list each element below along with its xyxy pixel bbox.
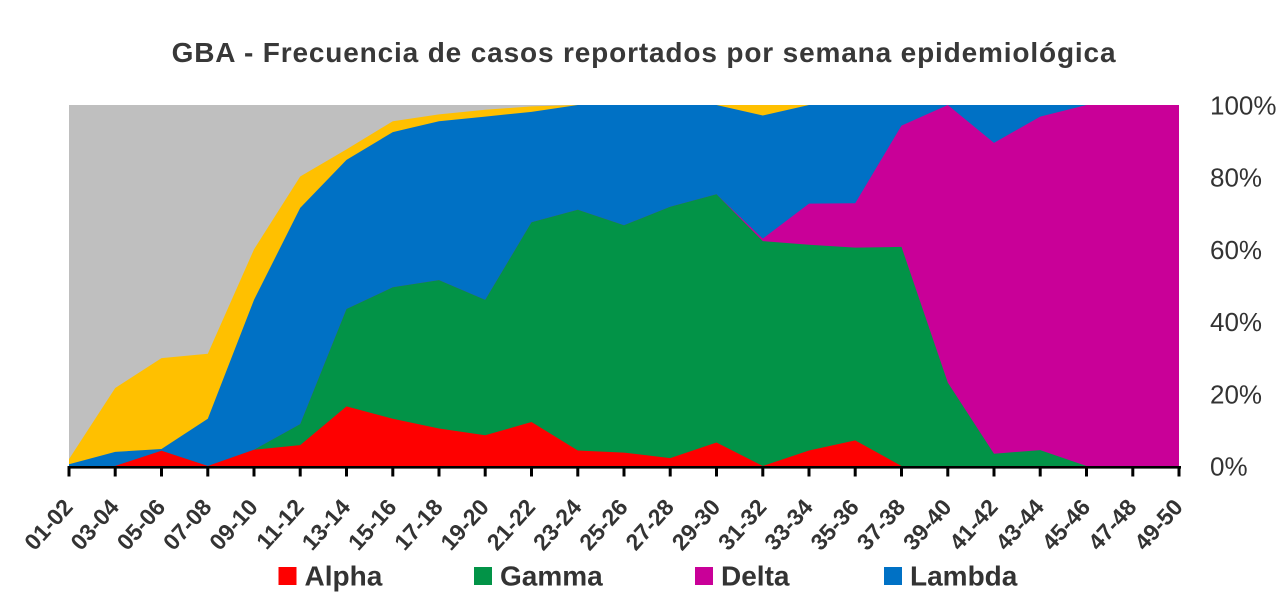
svg-text:05-06: 05-06 — [112, 494, 171, 555]
svg-text:23-24: 23-24 — [528, 494, 587, 555]
svg-text:35-36: 35-36 — [805, 494, 864, 555]
svg-text:27-28: 27-28 — [620, 494, 679, 555]
svg-text:100%: 100% — [1210, 91, 1277, 121]
svg-text:25-26: 25-26 — [574, 494, 633, 555]
svg-text:37-38: 37-38 — [852, 494, 911, 555]
svg-text:09-10: 09-10 — [204, 494, 263, 555]
svg-text:19-20: 19-20 — [435, 494, 494, 555]
svg-text:Delta: Delta — [721, 561, 790, 592]
svg-text:11-12: 11-12 — [251, 494, 309, 554]
svg-text:33-34: 33-34 — [759, 494, 818, 555]
svg-text:40%: 40% — [1210, 307, 1262, 337]
svg-text:07-08: 07-08 — [158, 494, 217, 555]
svg-text:41-42: 41-42 — [944, 494, 1003, 555]
svg-text:31-32: 31-32 — [713, 494, 772, 555]
svg-text:39-40: 39-40 — [898, 494, 957, 555]
svg-text:47-48: 47-48 — [1083, 494, 1142, 555]
svg-text:Alpha: Alpha — [305, 561, 383, 592]
svg-text:03-04: 03-04 — [65, 494, 124, 555]
svg-text:29-30: 29-30 — [667, 494, 726, 555]
svg-text:Lambda: Lambda — [910, 561, 1018, 592]
svg-text:GBA - Frecuencia de casos repo: GBA - Frecuencia de casos reportados por… — [172, 37, 1117, 68]
svg-text:43-44: 43-44 — [990, 494, 1049, 555]
svg-text:21-22: 21-22 — [482, 494, 541, 555]
svg-text:49-50: 49-50 — [1129, 494, 1188, 555]
svg-text:15-16: 15-16 — [343, 494, 402, 555]
svg-text:80%: 80% — [1210, 163, 1262, 193]
svg-text:0%: 0% — [1210, 452, 1248, 482]
svg-text:60%: 60% — [1210, 235, 1262, 265]
svg-text:20%: 20% — [1210, 379, 1262, 409]
svg-text:17-18: 17-18 — [389, 494, 448, 555]
svg-text:Gamma: Gamma — [500, 561, 603, 592]
svg-text:01-02: 01-02 — [19, 494, 78, 555]
svg-text:13-14: 13-14 — [297, 494, 356, 555]
svg-text:45-46: 45-46 — [1037, 494, 1096, 555]
